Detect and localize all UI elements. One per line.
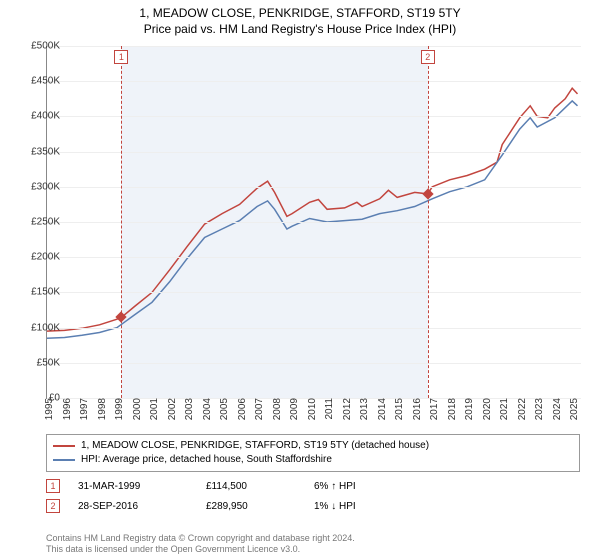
- legend-row: 1, MEADOW CLOSE, PENKRIDGE, STAFFORD, ST…: [53, 439, 573, 453]
- x-axis-label: 2000: [132, 398, 143, 428]
- footer: Contains HM Land Registry data © Crown c…: [46, 533, 580, 556]
- x-axis-label: 2001: [149, 398, 160, 428]
- transaction-row: 1 31-MAR-1999 £114,500 6% ↑ HPI: [46, 476, 580, 496]
- x-axis-label: 2002: [167, 398, 178, 428]
- y-axis-label: £300K: [18, 181, 60, 192]
- gridline: [47, 152, 581, 153]
- transaction-delta: 6% ↑ HPI: [314, 481, 394, 492]
- x-axis-label: 2024: [552, 398, 563, 428]
- transaction-date: 31-MAR-1999: [78, 481, 188, 492]
- legend-swatch-subject: [53, 445, 75, 447]
- x-axis-label: 2018: [447, 398, 458, 428]
- x-axis-label: 2016: [412, 398, 423, 428]
- title-block: 1, MEADOW CLOSE, PENKRIDGE, STAFFORD, ST…: [0, 0, 600, 37]
- y-axis-label: £500K: [18, 41, 60, 52]
- series-hpi: [47, 101, 578, 338]
- y-axis-label: £0: [18, 393, 60, 404]
- gridline: [47, 363, 581, 364]
- x-axis-label: 2017: [429, 398, 440, 428]
- x-axis-label: 2025: [569, 398, 580, 428]
- transaction-marker: 2: [46, 499, 60, 513]
- x-axis-label: 2004: [202, 398, 213, 428]
- x-axis-label: 1998: [97, 398, 108, 428]
- x-axis-label: 2013: [359, 398, 370, 428]
- x-axis-label: 2007: [254, 398, 265, 428]
- transaction-delta: 1% ↓ HPI: [314, 501, 394, 512]
- y-axis-label: £450K: [18, 76, 60, 87]
- gridline: [47, 222, 581, 223]
- x-axis-label: 1996: [62, 398, 73, 428]
- x-axis-label: 2009: [289, 398, 300, 428]
- gridline: [47, 46, 581, 47]
- x-axis-label: 2008: [272, 398, 283, 428]
- x-axis-label: 2019: [464, 398, 475, 428]
- y-axis-label: £200K: [18, 252, 60, 263]
- x-axis-label: 2022: [517, 398, 528, 428]
- y-axis-label: £250K: [18, 217, 60, 228]
- x-axis-label: 2012: [342, 398, 353, 428]
- transaction-date: 28-SEP-2016: [78, 501, 188, 512]
- x-axis-label: 1997: [79, 398, 90, 428]
- transaction-price: £289,950: [206, 501, 296, 512]
- transactions-block: 1 31-MAR-1999 £114,500 6% ↑ HPI 2 28-SEP…: [46, 476, 580, 516]
- x-axis-label: 2011: [324, 398, 335, 428]
- series-subject: [47, 88, 578, 331]
- gridline: [47, 292, 581, 293]
- x-axis-label: 2010: [307, 398, 318, 428]
- y-axis-label: £100K: [18, 322, 60, 333]
- gridline: [47, 257, 581, 258]
- y-axis-label: £350K: [18, 146, 60, 157]
- transaction-price: £114,500: [206, 481, 296, 492]
- x-axis-label: 2023: [534, 398, 545, 428]
- x-axis-label: 2006: [237, 398, 248, 428]
- legend-label-subject: 1, MEADOW CLOSE, PENKRIDGE, STAFFORD, ST…: [81, 439, 429, 453]
- y-axis-label: £150K: [18, 287, 60, 298]
- chart-area: 1995199619971998199920002001200220032004…: [46, 46, 581, 399]
- title-line-1: 1, MEADOW CLOSE, PENKRIDGE, STAFFORD, ST…: [0, 6, 600, 22]
- y-axis-label: £50K: [18, 357, 60, 368]
- footer-line-1: Contains HM Land Registry data © Crown c…: [46, 533, 580, 545]
- x-axis-label: 2020: [482, 398, 493, 428]
- transaction-marker: 1: [46, 479, 60, 493]
- legend-label-hpi: HPI: Average price, detached house, Sout…: [81, 453, 332, 467]
- y-axis-label: £400K: [18, 111, 60, 122]
- title-line-2: Price paid vs. HM Land Registry's House …: [0, 22, 600, 38]
- gridline: [47, 328, 581, 329]
- x-axis-label: 2021: [499, 398, 510, 428]
- transaction-marker-box: 2: [421, 50, 435, 64]
- gridline: [47, 116, 581, 117]
- gridline: [47, 187, 581, 188]
- x-axis-label: 1999: [114, 398, 125, 428]
- transaction-vline: [121, 46, 122, 398]
- footer-line-2: This data is licensed under the Open Gov…: [46, 544, 580, 556]
- chart-container: 1, MEADOW CLOSE, PENKRIDGE, STAFFORD, ST…: [0, 0, 600, 560]
- legend-row: HPI: Average price, detached house, Sout…: [53, 453, 573, 467]
- legend-swatch-hpi: [53, 459, 75, 461]
- gridline: [47, 81, 581, 82]
- transaction-row: 2 28-SEP-2016 £289,950 1% ↓ HPI: [46, 496, 580, 516]
- x-axis-label: 2014: [377, 398, 388, 428]
- x-axis-label: 2003: [184, 398, 195, 428]
- transaction-marker-box: 1: [114, 50, 128, 64]
- x-axis-label: 2005: [219, 398, 230, 428]
- legend-box: 1, MEADOW CLOSE, PENKRIDGE, STAFFORD, ST…: [46, 434, 580, 472]
- x-axis-label: 2015: [394, 398, 405, 428]
- transaction-vline: [428, 46, 429, 398]
